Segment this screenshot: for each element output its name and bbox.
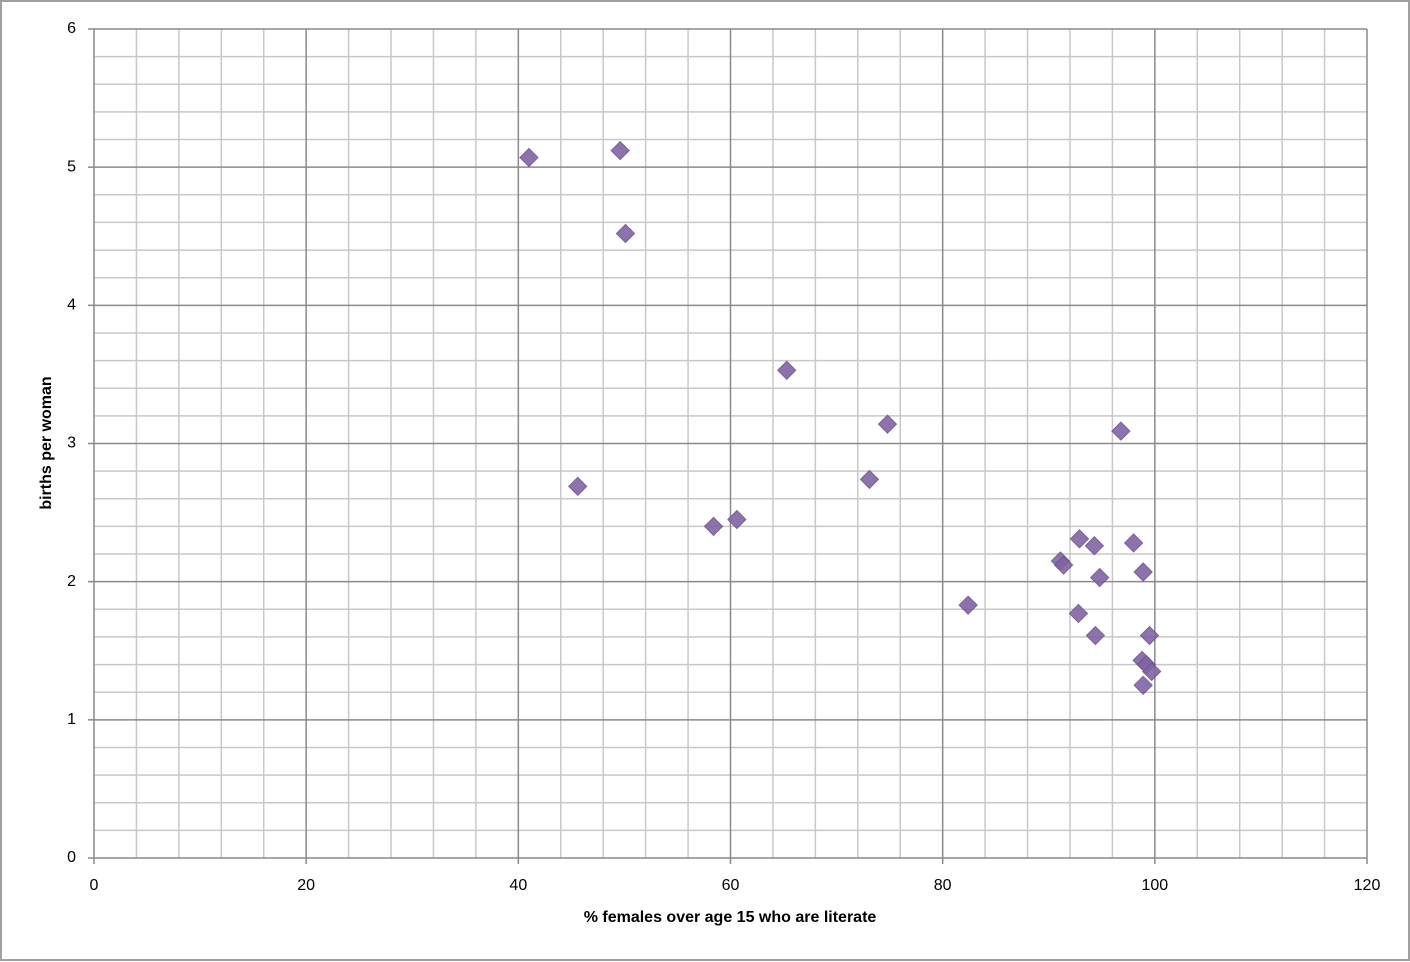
point [1089, 567, 1110, 588]
point [519, 147, 539, 168]
y-tick-label: 5 [67, 158, 76, 175]
y-axis-title: births per woman [38, 376, 55, 509]
y-tick-label: 6 [67, 20, 76, 37]
x-tick-label: 60 [722, 877, 740, 894]
x-tick-label: 0 [90, 877, 99, 894]
point [1123, 533, 1144, 553]
point [1133, 562, 1153, 582]
point [1068, 603, 1089, 624]
point [859, 469, 880, 490]
point [615, 223, 636, 244]
point [1084, 536, 1105, 556]
x-axis-title: % females over age 15 who are literate [584, 909, 877, 926]
y-tick-label: 1 [67, 711, 76, 728]
point [1133, 675, 1153, 695]
point [958, 595, 978, 615]
point [1111, 421, 1131, 441]
point [1141, 661, 1162, 682]
point [703, 516, 724, 537]
y-tick-label: 0 [67, 849, 76, 866]
point [1085, 625, 1106, 646]
point [1053, 555, 1074, 575]
point [1139, 625, 1160, 646]
point [877, 414, 898, 434]
x-tick-label: 100 [1141, 877, 1168, 894]
point [727, 509, 747, 530]
point [777, 360, 797, 380]
y-tick-label: 4 [67, 297, 76, 314]
y-tick-label: 2 [67, 573, 76, 590]
point [610, 140, 630, 161]
x-tick-label: 20 [297, 877, 315, 894]
x-tick-label: 40 [509, 877, 527, 894]
x-tick-label: 80 [934, 877, 952, 894]
point [1069, 529, 1090, 549]
y-tick-label: 3 [67, 435, 76, 452]
point [568, 476, 588, 497]
x-tick-label: 120 [1354, 877, 1381, 894]
